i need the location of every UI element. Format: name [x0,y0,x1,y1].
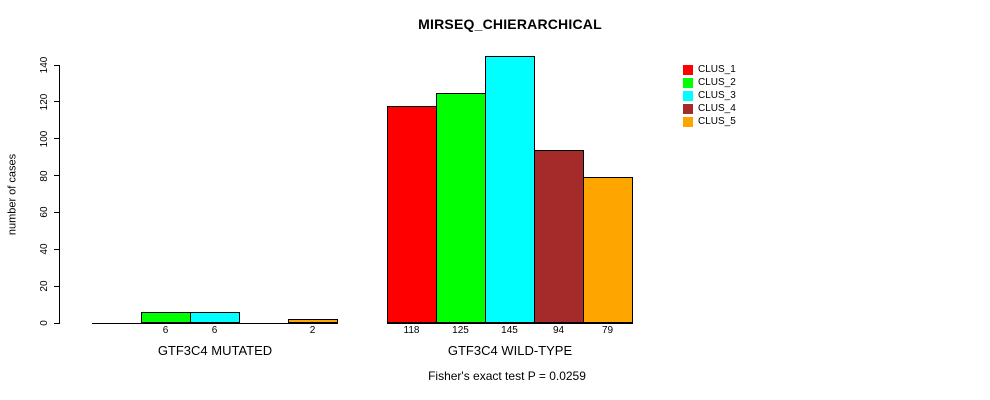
y-tick-mark [54,211,59,213]
legend-item-clus_4: CLUS_4 [683,102,736,115]
y-tick-mark [54,101,59,103]
group-baseline-mutated [92,323,338,324]
legend-label: CLUS_2 [698,76,736,88]
y-tick-label: 0 [39,320,50,326]
bar-clus_1-group2 [387,105,437,323]
legend-swatch-clus_1 [683,64,693,75]
y-tick-label: 20 [39,280,50,292]
legend-label: CLUS_3 [698,89,736,101]
y-axis-line [59,65,60,324]
bar-value-label: 145 [501,325,518,336]
bar-value-label: 118 [403,325,420,336]
group-label-mutated: GTF3C4 MUTATED [157,343,273,358]
y-axis-label: number of cases [6,153,19,236]
bar-clus_3-group1 [190,311,240,323]
y-tick-mark [54,322,59,324]
bar-clus_2-group2 [436,92,486,323]
y-tick-mark [54,64,59,66]
bar-clus_3-group2 [485,55,535,323]
bar-value-label: 79 [601,325,614,336]
y-tick-label: 120 [39,93,50,111]
legend-label: CLUS_1 [698,63,736,75]
bar-value-label: 6 [211,325,218,336]
y-tick-label: 80 [39,170,50,182]
y-tick-mark [54,285,59,287]
legend-swatch-clus_3 [683,90,693,101]
legend-label: CLUS_4 [698,102,736,114]
legend-swatch-clus_4 [683,103,693,114]
legend-swatch-clus_5 [683,116,693,127]
y-tick-mark [54,175,59,177]
chart-title: MIRSEQ_CHIERARCHICAL [418,16,602,32]
bar-value-label: 94 [552,325,565,336]
bar-clus_5-group1 [288,319,338,323]
fisher-test-annotation: Fisher's exact test P = 0.0259 [428,369,586,383]
legend-item-clus_1: CLUS_1 [683,63,736,76]
bar-value-label: 6 [162,325,169,336]
y-tick-label: 140 [39,56,50,74]
y-tick-mark [54,248,59,250]
bar-clus_5-group2 [583,177,633,323]
legend-label: CLUS_5 [698,115,736,127]
legend-item-clus_5: CLUS_5 [683,115,736,128]
bar-value-label: 125 [452,325,469,336]
y-tick-mark [54,138,59,140]
bar-clus_4-group2 [534,149,584,323]
legend-swatch-clus_2 [683,77,693,88]
bar-clus_2-group1 [141,311,191,323]
legend: CLUS_1 CLUS_2 CLUS_3 CLUS_4 CLUS_5 [683,63,736,128]
y-tick-label: 60 [39,206,50,218]
group-label-wildtype: GTF3C4 WILD-TYPE [447,343,573,358]
group-baseline-wildtype [387,323,633,324]
bar-value-label: 2 [309,325,316,336]
y-tick-label: 100 [39,130,50,148]
legend-item-clus_3: CLUS_3 [683,89,736,102]
legend-item-clus_2: CLUS_2 [683,76,736,89]
y-tick-label: 40 [39,243,50,255]
